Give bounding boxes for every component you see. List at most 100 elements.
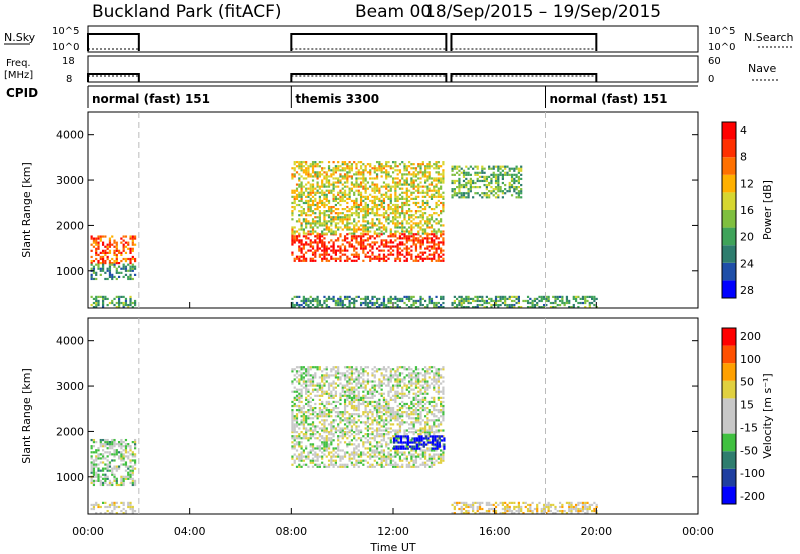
heatmap-cell (291, 237, 294, 240)
heatmap-cell (307, 423, 310, 426)
heatmap-cell (300, 199, 303, 203)
heatmap-cell (334, 415, 337, 418)
heatmap-cell (355, 427, 358, 430)
heatmap-cell (421, 429, 424, 432)
heatmap-cell (391, 417, 395, 420)
heatmap-cell (387, 433, 390, 436)
heatmap-cell (334, 197, 337, 200)
heatmap-cell (101, 303, 105, 307)
heatmap-cell (307, 199, 310, 203)
heatmap-cell (337, 370, 340, 373)
heatmap-cell (394, 210, 397, 213)
heatmap-cell (346, 398, 349, 402)
heatmap-cell (442, 173, 445, 176)
heatmap-cell (437, 177, 440, 180)
heatmap-cell (419, 433, 422, 436)
heatmap-cell (364, 404, 367, 408)
heatmap-cell (314, 451, 317, 454)
heatmap-cell (417, 368, 420, 371)
heatmap-cell (373, 224, 376, 227)
heatmap-cell (584, 295, 587, 298)
heatmap-cell (316, 201, 319, 205)
heatmap-cell (389, 241, 392, 244)
heatmap-cell (451, 303, 454, 307)
heatmap-cell (330, 429, 333, 432)
heatmap-cell (348, 175, 351, 178)
heatmap-cell (321, 249, 324, 252)
heatmap-cell (394, 259, 397, 262)
heatmap-cell (451, 181, 454, 185)
heatmap-cell (456, 165, 459, 168)
heatmap-cell (488, 190, 491, 193)
heatmap-cell (325, 449, 328, 452)
heatmap-cell (402, 445, 405, 448)
heatmap-cell (378, 218, 381, 221)
heatmap-cell (593, 295, 596, 298)
heatmap-cell (385, 210, 388, 213)
heatmap-cell (302, 427, 305, 430)
heatmap-cell (355, 445, 358, 448)
heatmap-cell (375, 449, 379, 452)
heatmap-cell (453, 306, 456, 309)
heatmap-cell (494, 165, 498, 168)
heatmap-cell (407, 306, 411, 309)
heatmap-cell (407, 390, 411, 393)
heatmap-cell (321, 232, 324, 235)
heatmap-cell (405, 388, 408, 391)
heatmap-cell (305, 169, 308, 172)
heatmap-cell (410, 297, 413, 301)
heatmap-cell (389, 378, 392, 381)
heatmap-cell (375, 247, 379, 250)
heatmap-cell (95, 463, 98, 466)
heatmap-cell (350, 181, 354, 184)
heatmap-cell (122, 455, 125, 458)
heatmap-cell (337, 411, 340, 414)
heatmap-cell (321, 376, 324, 379)
heatmap-cell (391, 455, 395, 458)
heatmap-cell (371, 303, 374, 307)
heatmap-cell (357, 431, 360, 434)
heatmap-cell (298, 435, 301, 438)
heatmap-cell (391, 222, 395, 225)
heatmap-cell (407, 461, 411, 464)
nsky-segment (450, 33, 598, 51)
heatmap-cell (295, 171, 299, 174)
heatmap-cell (373, 295, 376, 298)
power-ylabel: Slant Range [km] (20, 162, 33, 258)
heatmap-cell (517, 301, 520, 305)
heatmap-cell (417, 222, 420, 225)
heatmap-cell (337, 297, 340, 301)
heatmap-cell (396, 216, 399, 219)
heatmap-cell (362, 173, 365, 176)
heatmap-cell (330, 216, 333, 219)
heatmap-cell (343, 185, 347, 188)
heatmap-cell (387, 394, 390, 397)
heatmap-cell (398, 237, 402, 240)
heatmap-cell (311, 245, 315, 248)
heatmap-cell (327, 183, 331, 186)
heatmap-cell (327, 167, 331, 170)
heatmap-cell (385, 187, 388, 190)
heatmap-cell (307, 201, 310, 205)
heatmap-cell (362, 390, 365, 393)
heatmap-cell (375, 445, 379, 448)
heatmap-cell (407, 392, 411, 395)
heatmap-cell (298, 396, 301, 399)
heatmap-cell (117, 275, 121, 279)
heatmap-cell (305, 232, 308, 235)
heatmap-cell (433, 463, 436, 466)
heatmap-cell (508, 185, 511, 189)
heatmap-cell (366, 197, 370, 200)
heatmap-cell (382, 301, 386, 305)
heatmap-cell (385, 417, 388, 420)
heatmap-cell (433, 431, 436, 434)
heatmap-cell (364, 406, 367, 410)
heatmap-cell (339, 382, 342, 385)
heatmap-cell (359, 197, 363, 200)
heatmap-cell (359, 232, 363, 235)
heatmap-cell (134, 509, 137, 513)
heatmap-cell (396, 237, 399, 240)
heatmap-cell (375, 423, 379, 426)
heatmap-cell (293, 419, 296, 422)
heatmap-cell (380, 459, 383, 462)
